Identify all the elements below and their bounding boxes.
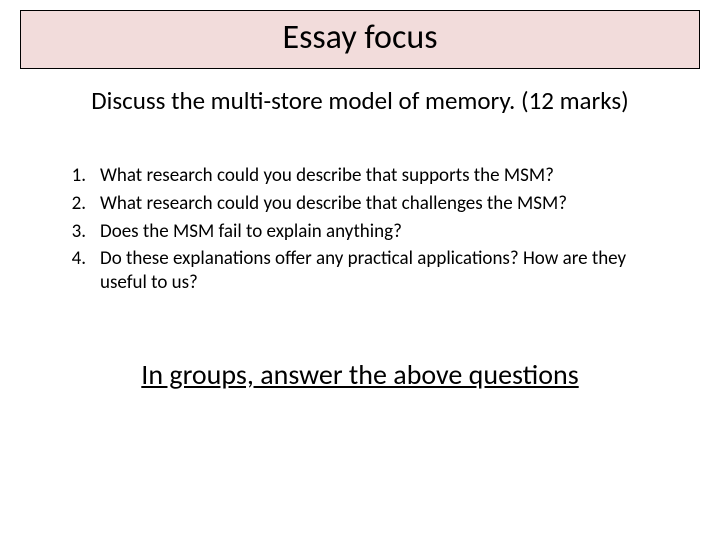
list-text: Do these explanations offer any practica… <box>100 247 660 295</box>
list-number: 1. <box>60 164 100 187</box>
list-number: 3. <box>60 220 100 243</box>
list-item: 1. What research could you describe that… <box>60 164 660 188</box>
list-text: What research could you describe that ch… <box>100 192 567 216</box>
title-bar: Essay focus <box>20 10 700 69</box>
list-item: 3. Does the MSM fail to explain anything… <box>60 220 660 244</box>
list-item: 4. Do these explanations offer any pract… <box>60 247 660 295</box>
question-list: 1. What research could you describe that… <box>0 164 720 295</box>
instruction-footer: In groups, answer the above questions <box>0 357 720 392</box>
list-text: What research could you describe that su… <box>100 164 554 188</box>
list-item: 2. What research could you describe that… <box>60 192 660 216</box>
title-text: Essay focus <box>21 17 699 58</box>
list-text: Does the MSM fail to explain anything? <box>100 220 402 244</box>
essay-prompt: Discuss the multi-store model of memory.… <box>0 85 720 116</box>
list-number: 2. <box>60 192 100 215</box>
list-number: 4. <box>60 247 100 270</box>
